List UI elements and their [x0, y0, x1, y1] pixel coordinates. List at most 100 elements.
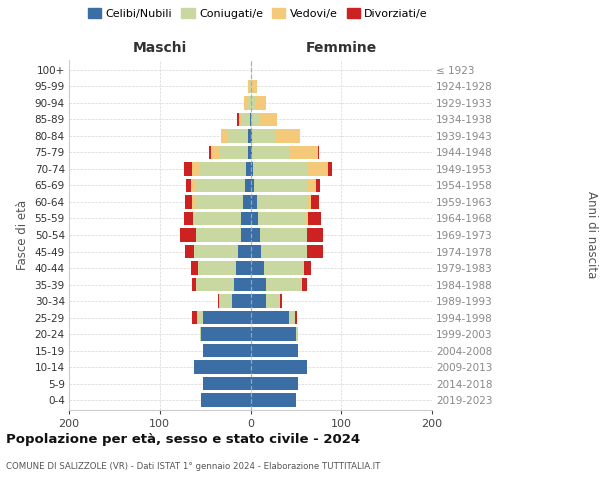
- Bar: [234, 278, 251, 291]
- Bar: [200, 394, 251, 407]
- Bar: [251, 278, 266, 291]
- Bar: [196, 228, 241, 242]
- Bar: [289, 146, 317, 159]
- Bar: [198, 261, 236, 275]
- Bar: [316, 178, 320, 192]
- Bar: [184, 212, 193, 226]
- Bar: [306, 212, 308, 226]
- Bar: [251, 294, 266, 308]
- Bar: [195, 178, 245, 192]
- Bar: [251, 261, 264, 275]
- Bar: [193, 195, 195, 209]
- Bar: [194, 244, 238, 258]
- Bar: [243, 195, 251, 209]
- Text: COMUNE DI SALIZZOLE (VR) - Dati ISTAT 1° gennaio 2024 - Elaborazione TUTTITALIA.: COMUNE DI SALIZZOLE (VR) - Dati ISTAT 1°…: [6, 462, 380, 471]
- Text: Maschi: Maschi: [133, 41, 187, 55]
- Bar: [185, 195, 193, 209]
- Bar: [185, 244, 194, 258]
- Bar: [248, 80, 250, 93]
- Bar: [203, 344, 251, 358]
- Bar: [276, 129, 299, 142]
- Y-axis label: Fasce di età: Fasce di età: [16, 200, 29, 270]
- Bar: [194, 360, 251, 374]
- Bar: [238, 244, 251, 258]
- Bar: [253, 146, 289, 159]
- Bar: [251, 195, 257, 209]
- Bar: [296, 328, 298, 341]
- Bar: [186, 178, 191, 192]
- Bar: [196, 278, 234, 291]
- Bar: [221, 129, 228, 142]
- Bar: [197, 311, 203, 324]
- Bar: [200, 328, 251, 341]
- Bar: [307, 195, 311, 209]
- Bar: [251, 228, 260, 242]
- Bar: [242, 112, 250, 126]
- Bar: [211, 146, 219, 159]
- Bar: [308, 162, 328, 175]
- Bar: [195, 195, 243, 209]
- Bar: [232, 294, 251, 308]
- Bar: [304, 261, 311, 275]
- Bar: [203, 377, 251, 390]
- Bar: [328, 162, 332, 175]
- Bar: [191, 162, 199, 175]
- Bar: [248, 146, 251, 159]
- Bar: [191, 261, 198, 275]
- Bar: [180, 228, 196, 242]
- Bar: [219, 146, 248, 159]
- Bar: [250, 112, 251, 126]
- Legend: Celibi/Nubili, Coniugati/e, Vedovi/e, Divorziati/e: Celibi/Nubili, Coniugati/e, Vedovi/e, Di…: [88, 8, 428, 19]
- Bar: [295, 311, 297, 324]
- Bar: [251, 178, 254, 192]
- Text: Popolazione per età, sesso e stato civile - 2024: Popolazione per età, sesso e stato civil…: [6, 432, 360, 446]
- Bar: [280, 294, 282, 308]
- Bar: [258, 212, 306, 226]
- Bar: [311, 195, 319, 209]
- Bar: [184, 162, 191, 175]
- Bar: [251, 129, 253, 142]
- Bar: [239, 112, 242, 126]
- Bar: [251, 311, 289, 324]
- Bar: [251, 96, 255, 110]
- Bar: [251, 162, 253, 175]
- Bar: [257, 195, 307, 209]
- Bar: [248, 129, 251, 142]
- Bar: [253, 129, 276, 142]
- Bar: [219, 294, 232, 308]
- Bar: [199, 162, 246, 175]
- Bar: [237, 112, 239, 126]
- Text: Anni di nascita: Anni di nascita: [584, 192, 598, 278]
- Bar: [218, 294, 219, 308]
- Bar: [241, 228, 251, 242]
- Bar: [262, 244, 307, 258]
- Bar: [253, 162, 308, 175]
- Bar: [244, 96, 248, 110]
- Bar: [251, 212, 258, 226]
- Bar: [250, 80, 251, 93]
- Bar: [251, 80, 253, 93]
- Bar: [245, 178, 251, 192]
- Bar: [246, 162, 251, 175]
- Bar: [251, 394, 296, 407]
- Bar: [307, 178, 316, 192]
- Bar: [236, 261, 251, 275]
- Bar: [266, 278, 302, 291]
- Bar: [203, 311, 251, 324]
- Bar: [209, 146, 211, 159]
- Bar: [251, 112, 260, 126]
- Bar: [260, 112, 277, 126]
- Bar: [254, 178, 307, 192]
- Bar: [193, 212, 194, 226]
- Text: Femmine: Femmine: [305, 41, 377, 55]
- Bar: [264, 261, 304, 275]
- Bar: [251, 146, 253, 159]
- Bar: [191, 278, 196, 291]
- Bar: [191, 178, 195, 192]
- Bar: [302, 278, 307, 291]
- Bar: [248, 96, 251, 110]
- Bar: [253, 80, 257, 93]
- Bar: [251, 377, 298, 390]
- Bar: [255, 96, 266, 110]
- Bar: [260, 228, 307, 242]
